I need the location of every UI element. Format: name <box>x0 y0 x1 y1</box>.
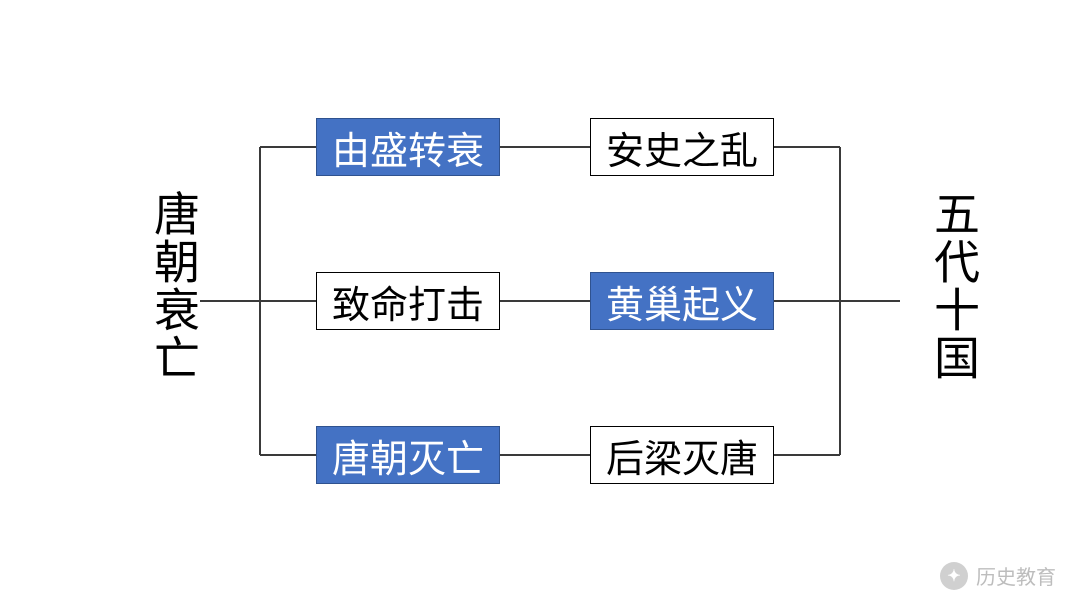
watermark-text: 历史教育 <box>976 561 1056 590</box>
node-b5: 唐朝灭亡 <box>316 426 500 484</box>
left-root-label: 唐朝衰亡 <box>140 190 206 382</box>
node-b2: 安史之乱 <box>590 118 774 176</box>
node-b3: 致命打击 <box>316 272 500 330</box>
watermark: ✦ 历史教育 <box>940 561 1056 590</box>
right-root-label: 五代十国 <box>920 190 986 382</box>
node-b6: 后梁灭唐 <box>590 426 774 484</box>
node-b1: 由盛转衰 <box>316 118 500 176</box>
watermark-icon: ✦ <box>940 562 968 590</box>
node-b4: 黄巢起义 <box>590 272 774 330</box>
